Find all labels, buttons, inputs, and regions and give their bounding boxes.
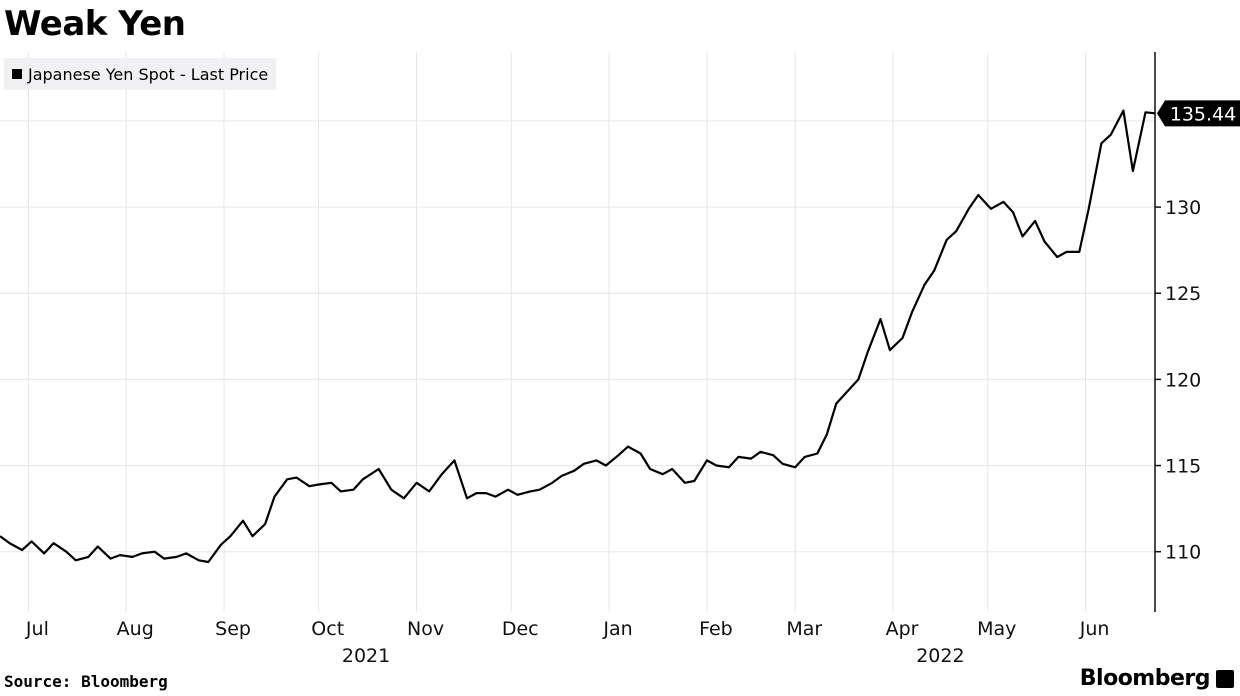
x-tick-label: Oct xyxy=(311,618,344,640)
x-tick-label: Nov xyxy=(407,618,444,640)
y-tick-label: 130 xyxy=(1165,197,1201,219)
chart-title: Weak Yen xyxy=(4,4,186,44)
grid-layer xyxy=(0,52,1155,612)
bloomberg-icon xyxy=(1216,670,1234,688)
last-price-badge: 135.44 xyxy=(1157,100,1240,127)
x-axis-ticks: Jul Aug Sep Oct Nov Dec Jan Feb Mar Apr May Jun 2021… xyxy=(25,618,1109,667)
x-tick-label: Feb xyxy=(699,618,733,640)
y-tick-label: 120 xyxy=(1165,369,1201,391)
x-tick-label: Dec xyxy=(502,618,539,640)
series-line-yen-spot xyxy=(0,109,1156,564)
x-tick-label: Jul xyxy=(25,618,49,640)
legend-swatch-icon xyxy=(12,69,22,79)
x-year-label: 2021 xyxy=(342,645,390,667)
x-tick-label: May xyxy=(977,618,1016,640)
last-price-label: 135.44 xyxy=(1170,103,1236,125)
x-tick-label: Jan xyxy=(602,618,632,640)
legend: Japanese Yen Spot - Last Price xyxy=(4,58,277,90)
brand-logo-text: Bloomberg xyxy=(1079,666,1211,691)
source-note: Source: Bloomberg xyxy=(4,672,168,691)
legend-label: Japanese Yen Spot - Last Price xyxy=(28,64,269,84)
y-tick-label: 115 xyxy=(1165,456,1201,478)
x-tick-label: Apr xyxy=(886,618,919,640)
y-tick-label: 110 xyxy=(1165,542,1201,564)
x-tick-label: Aug xyxy=(117,618,154,640)
x-year-label: 2022 xyxy=(916,645,964,667)
y-axis-ticks: 110 115 120 125 130 xyxy=(1155,197,1201,564)
x-tick-label: Jun xyxy=(1079,618,1110,640)
x-tick-label: Sep xyxy=(215,618,251,640)
y-tick-label: 125 xyxy=(1165,283,1201,305)
x-tick-label: Mar xyxy=(786,618,822,640)
